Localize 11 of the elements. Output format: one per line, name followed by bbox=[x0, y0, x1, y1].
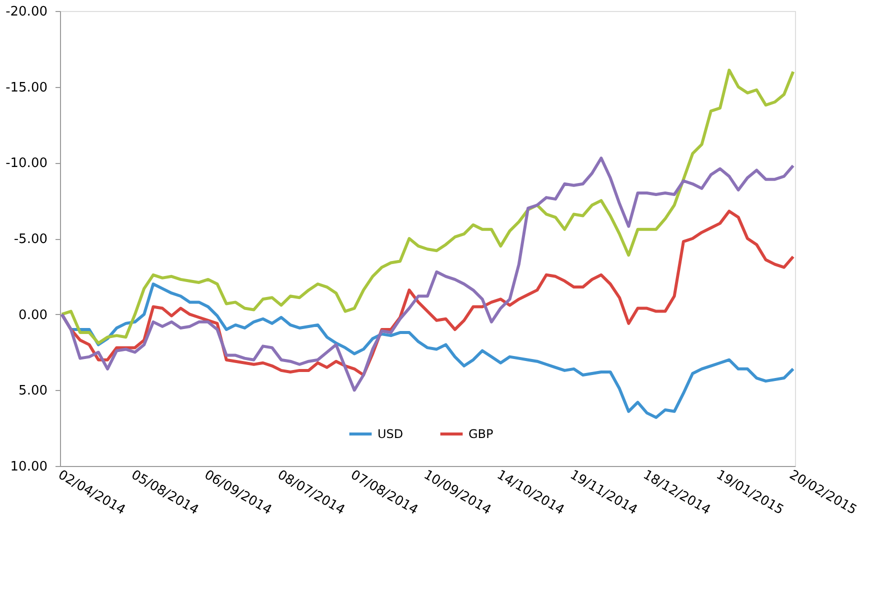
y-tick-label: -10.00 bbox=[6, 156, 48, 172]
y-tick-label: 0.00 bbox=[18, 308, 48, 323]
y-tick-label: -15.00 bbox=[6, 80, 48, 96]
y-tick-label: 5.00 bbox=[18, 384, 48, 399]
y-tick-label: 10.00 bbox=[10, 460, 48, 474]
line-series bbox=[60, 68, 795, 345]
legend-label: GBP bbox=[468, 427, 494, 441]
legend-label: USD bbox=[378, 427, 404, 441]
line-series bbox=[60, 156, 795, 392]
y-tick-label: -20.00 bbox=[6, 4, 48, 20]
y-tick-label: -5.00 bbox=[14, 232, 48, 247]
